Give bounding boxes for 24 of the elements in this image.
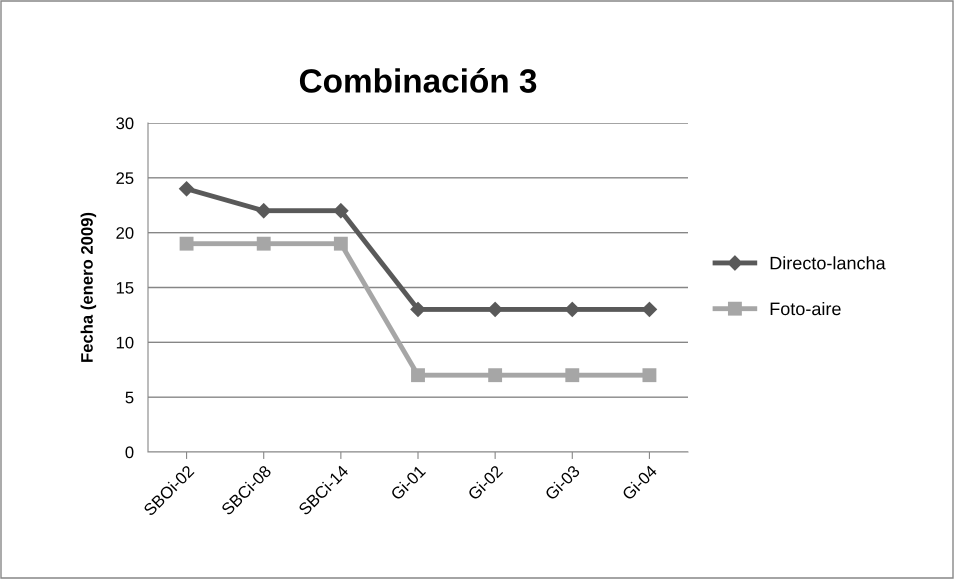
point [256, 203, 272, 218]
point [488, 368, 502, 382]
point [642, 302, 657, 318]
point [642, 368, 656, 382]
point [179, 181, 194, 196]
y-tick-label: 15 [116, 282, 134, 294]
point [564, 302, 580, 318]
legend-label: Foto-aire [770, 302, 841, 316]
chart-title: Combinación 3 [300, 68, 536, 93]
y-axis-title: Fecha (enero 2009) [80, 212, 96, 362]
y-tick-label: 0 [125, 446, 134, 458]
y-tick-label: 25 [116, 172, 134, 184]
point [565, 368, 580, 382]
point [333, 203, 348, 218]
y-tick-label: 10 [116, 336, 134, 349]
y-tick-label: 20 [116, 227, 134, 239]
legend-label: Directo-lancha [770, 256, 886, 270]
y-tick-label: 5 [126, 392, 134, 404]
point [256, 236, 271, 251]
point [180, 236, 194, 251]
point [411, 368, 425, 382]
y-tick-label: 30 [116, 117, 134, 130]
point [488, 302, 503, 318]
point [334, 236, 348, 251]
